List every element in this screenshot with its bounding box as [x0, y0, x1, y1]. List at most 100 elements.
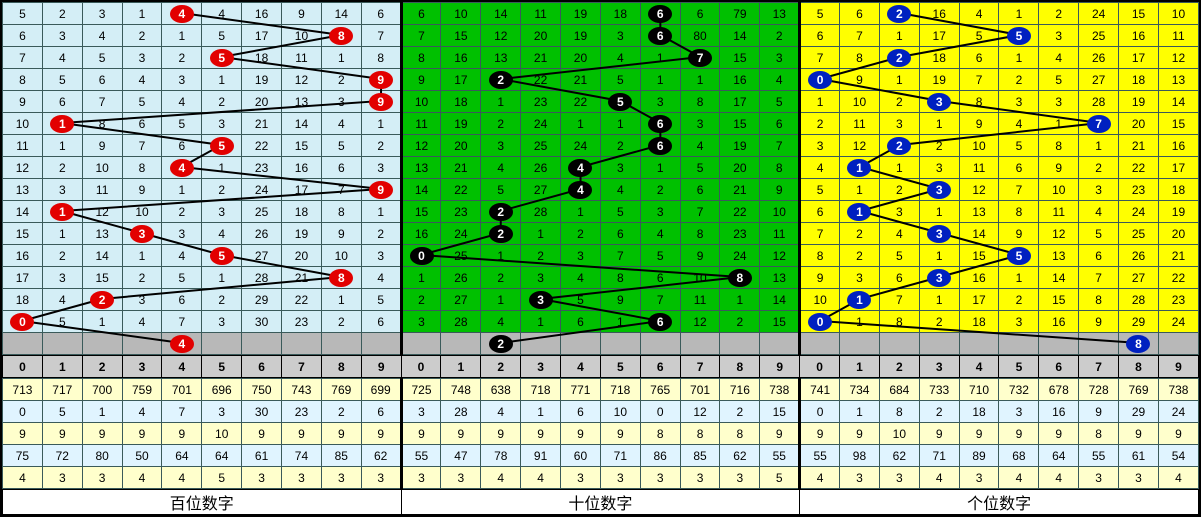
trend-cell: 7 [800, 223, 840, 245]
stat-row: 99999109999999999888999109999899 [3, 423, 1199, 445]
trend-cell: 1 [202, 157, 242, 179]
stat-cell: 4 [481, 401, 521, 423]
trend-cell: 4 [760, 69, 800, 91]
trend-cell: 9 [600, 289, 640, 311]
trend-cell: 1 [521, 311, 561, 333]
stat-cell: 3 [401, 401, 441, 423]
trend-cell: 26 [1119, 245, 1159, 267]
trend-cell: 14 [3, 201, 43, 223]
trend-cell: 4 [481, 157, 521, 179]
trend-cell: 5 [680, 157, 720, 179]
trend-cell: 1 [840, 311, 880, 333]
trend-cell: 1 [879, 157, 919, 179]
stat-cell: 47 [441, 445, 481, 467]
trend-cell: 3 [401, 311, 441, 333]
trend-cell: 17 [959, 289, 999, 311]
trend-cell: 5 [800, 179, 840, 201]
trend-cell: 17 [919, 25, 959, 47]
trend-cell: 12 [282, 69, 322, 91]
digit-header-cell: 9 [760, 356, 800, 378]
trend-cell: 13 [760, 3, 800, 25]
trend-cell: 5 [162, 113, 202, 135]
stat-cell: 6 [361, 401, 401, 423]
trend-cell: 22 [1158, 267, 1198, 289]
ball: 3 [529, 291, 553, 309]
ball: 7 [688, 49, 712, 67]
trend-cell: 4 [481, 311, 521, 333]
extra-cell: 8 [1119, 333, 1159, 355]
trend-row: 7453251811188161321204171537821861426171… [3, 47, 1199, 69]
trend-cell: 9 [1039, 157, 1079, 179]
trend-cell: 11 [282, 47, 322, 69]
stat-cell: 55 [800, 445, 840, 467]
trend-cell: 18 [282, 201, 322, 223]
ball: 2 [489, 225, 513, 243]
trend-cell: 3 [640, 201, 680, 223]
extra-cell [879, 333, 919, 355]
trend-cell: 24 [561, 135, 601, 157]
trend-cell: 10 [760, 201, 800, 223]
trend-cell: 20 [242, 91, 282, 113]
trend-cell: 2 [760, 25, 800, 47]
trend-cell: 24 [1158, 311, 1198, 333]
trend-cell: 4 [959, 3, 999, 25]
trend-cell: 1 [840, 201, 880, 223]
stat-cell: 9 [282, 423, 322, 445]
extra-cell [640, 333, 680, 355]
trend-cell: 3 [321, 91, 361, 113]
stat-cell: 71 [600, 445, 640, 467]
trend-cell: 12 [481, 25, 521, 47]
trend-cell: 3 [919, 223, 959, 245]
digit-header-cell: 4 [959, 356, 999, 378]
trend-cell: 16 [1119, 25, 1159, 47]
trend-cell: 28 [521, 201, 561, 223]
trend-cell: 21 [521, 47, 561, 69]
trend-cell: 3 [162, 69, 202, 91]
stat-cell: 699 [361, 379, 401, 401]
trend-cell: 9 [321, 223, 361, 245]
trend-cell: 29 [242, 289, 282, 311]
stat-cell: 9 [162, 423, 202, 445]
ball: 6 [648, 5, 672, 23]
digit-header-cell: 8 [720, 356, 760, 378]
trend-cell: 2 [401, 289, 441, 311]
trend-cell: 2 [361, 223, 401, 245]
trend-cell: 2 [42, 245, 82, 267]
trend-cell: 1 [720, 289, 760, 311]
stat-cell: 3 [640, 467, 680, 489]
ball: 4 [170, 335, 194, 353]
stat-cell: 89 [959, 445, 999, 467]
trend-cell: 6 [361, 311, 401, 333]
trend-cell: 1 [481, 289, 521, 311]
trend-cell: 10 [680, 267, 720, 289]
trend-cell: 3 [919, 179, 959, 201]
trend-cell: 15 [1119, 3, 1159, 25]
stat-cell: 62 [879, 445, 919, 467]
stat-cell: 701 [680, 379, 720, 401]
ball: 3 [130, 225, 154, 243]
trend-cell: 1 [321, 289, 361, 311]
trend-cell: 24 [1079, 3, 1119, 25]
trend-cell: 8 [321, 267, 361, 289]
trend-cell: 0 [3, 311, 43, 333]
digit-header: 012345678901234567890123456789 [2, 355, 1199, 378]
trend-cell: 24 [441, 223, 481, 245]
stat-cell: 8 [680, 423, 720, 445]
trend-cell: 1 [840, 157, 880, 179]
ball: 2 [489, 71, 513, 89]
trend-cell: 15 [82, 267, 122, 289]
trend-cell: 5 [42, 311, 82, 333]
stat-cell: 4 [481, 467, 521, 489]
trend-cell: 18 [441, 91, 481, 113]
stat-cell: 10 [202, 423, 242, 445]
trend-cell: 3 [42, 179, 82, 201]
trend-cell: 6 [640, 135, 680, 157]
stat-cell: 4 [1158, 467, 1198, 489]
extra-cell [561, 333, 601, 355]
trend-cell: 9 [3, 91, 43, 113]
stat-cell: 9 [600, 423, 640, 445]
trend-cell: 12 [82, 201, 122, 223]
stat-cell: 78 [481, 445, 521, 467]
trend-cell: 1 [600, 311, 640, 333]
trend-cell: 2 [640, 179, 680, 201]
